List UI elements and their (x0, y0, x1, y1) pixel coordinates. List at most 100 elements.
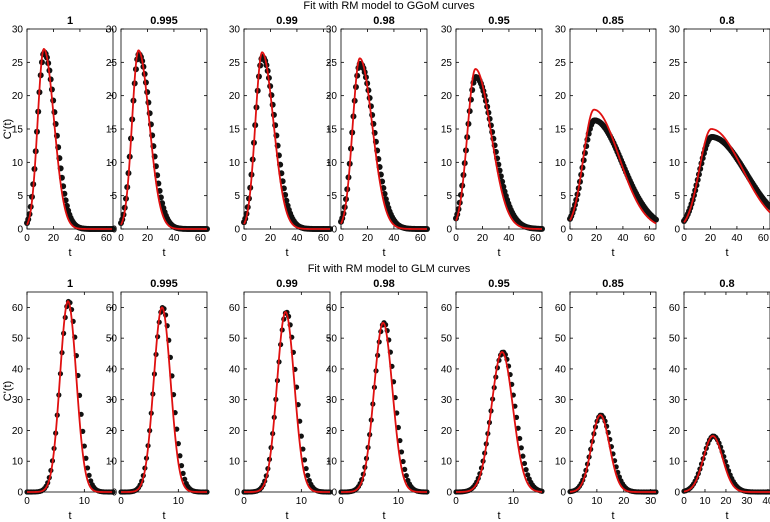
data-point (81, 443, 87, 449)
ytick-label: 10 (669, 457, 681, 468)
fit-curve (26, 48, 113, 230)
ytick-label: 10 (12, 457, 24, 468)
xtick-label: 20 (591, 233, 603, 244)
xtick-label: 60 (318, 233, 330, 244)
ytick-label: 20 (229, 91, 241, 102)
xtick-label: 60 (101, 233, 113, 244)
panel-title: 0.95 (488, 278, 509, 290)
fit-curve (456, 351, 543, 493)
data-point (303, 465, 309, 472)
ytick-label: 0 (111, 488, 117, 499)
ytick-label: 60 (229, 303, 241, 314)
ytick-label: 25 (229, 58, 241, 69)
xlabel: t (162, 247, 165, 259)
data-point (305, 472, 311, 478)
data-point (767, 204, 770, 211)
ytick-label: 10 (229, 158, 241, 169)
xtick-label: 40 (168, 233, 180, 244)
panel-title: 0.99 (276, 278, 297, 290)
fit-curve (341, 321, 427, 493)
axes-frame (243, 291, 331, 493)
panel-0-1: 0.995 0 5 10 15 20 25 30 0 20 40 60 t (106, 15, 210, 259)
data-point (525, 472, 531, 478)
ytick-label: 15 (326, 125, 338, 136)
data-point (86, 472, 92, 478)
ytick-label: 20 (229, 426, 241, 437)
fit-curve (340, 57, 427, 230)
axes-frame (455, 291, 543, 493)
xtick-label: 40 (617, 233, 629, 244)
axes-frame (120, 291, 208, 493)
ytick-label: 25 (669, 58, 681, 69)
data-point (175, 441, 181, 447)
ytick-label: 10 (441, 158, 453, 169)
ytick-label: 15 (441, 125, 453, 136)
panel-title: 0.85 (602, 278, 623, 290)
ytick-label: 15 (555, 125, 567, 136)
ytick-label: 0 (331, 488, 337, 499)
xtick-label: 40 (503, 233, 515, 244)
xlabel: t (285, 510, 288, 522)
xtick-label: 10 (296, 496, 308, 507)
xtick-label: 0 (453, 233, 459, 244)
ytick-label: 10 (441, 457, 453, 468)
xtick-label: 20 (362, 233, 374, 244)
xtick-label: 0 (241, 233, 247, 244)
ytick-label: 5 (674, 191, 680, 202)
xlabel: t (162, 510, 165, 522)
xlabel: t (497, 247, 500, 259)
data-point (84, 465, 91, 471)
ytick-label: 0 (446, 225, 452, 236)
panel-0-5: 0.85 0 5 10 15 20 25 30 0 20 40 60 t (555, 15, 659, 259)
ytick-label: 30 (229, 25, 241, 36)
ytick-label: 20 (326, 426, 338, 437)
fit-curve (683, 128, 770, 223)
ytick-label: 20 (441, 426, 453, 437)
ytick-label: 5 (560, 191, 566, 202)
xlabel: t (611, 510, 614, 522)
ytick-label: 15 (229, 125, 241, 136)
ytick-label: 0 (331, 225, 337, 236)
ytick-label: 0 (446, 488, 452, 499)
data-series (567, 117, 659, 223)
xtick-label: 40 (762, 496, 770, 507)
data-point (398, 449, 405, 455)
ytick-label: 40 (669, 364, 681, 375)
ytick-label: 20 (106, 426, 118, 437)
data-point (523, 467, 529, 473)
ytick-label: 10 (555, 158, 567, 169)
data-point (402, 466, 408, 472)
data-point (301, 457, 308, 463)
fit-curve (27, 300, 113, 493)
panel-1-6: 0.8 0 10 20 30 40 50 60 0 10 20 30 40 t (669, 278, 770, 522)
xtick-label: 0 (24, 233, 30, 244)
ytick-label: 30 (229, 395, 241, 406)
xtick-label: 20 (265, 233, 277, 244)
data-point (182, 476, 188, 482)
ytick-label: 5 (446, 191, 452, 202)
ytick-label: 20 (555, 426, 567, 437)
data-point (520, 453, 526, 459)
ytick-label: 30 (669, 25, 681, 36)
xtick-label: 60 (415, 233, 427, 244)
xtick-label: 0 (453, 496, 459, 507)
axes-frame (683, 291, 770, 493)
xtick-label: 20 (720, 496, 732, 507)
ytick-label: 20 (669, 426, 681, 437)
panel-0-6: 0.8 0 5 10 15 20 25 30 0 20 40 60 t (669, 15, 770, 259)
xlabel: t (382, 510, 385, 522)
xtick-label: 20 (477, 233, 489, 244)
panel-title: 0.98 (373, 278, 394, 290)
ytick-label: 50 (326, 334, 338, 345)
ytick-label: 30 (555, 395, 567, 406)
xtick-label: 60 (195, 233, 207, 244)
xtick-label: 0 (118, 233, 124, 244)
ytick-label: 30 (12, 25, 24, 36)
ytick-label: 40 (441, 364, 453, 375)
xtick-label: 0 (118, 496, 124, 507)
ytick-label: 5 (234, 191, 240, 202)
panel-1-4: 0.95 0 10 20 30 40 50 60 0 10 t (441, 278, 545, 522)
panel-title: 1 (67, 15, 73, 27)
ytick-label: 40 (12, 364, 24, 375)
